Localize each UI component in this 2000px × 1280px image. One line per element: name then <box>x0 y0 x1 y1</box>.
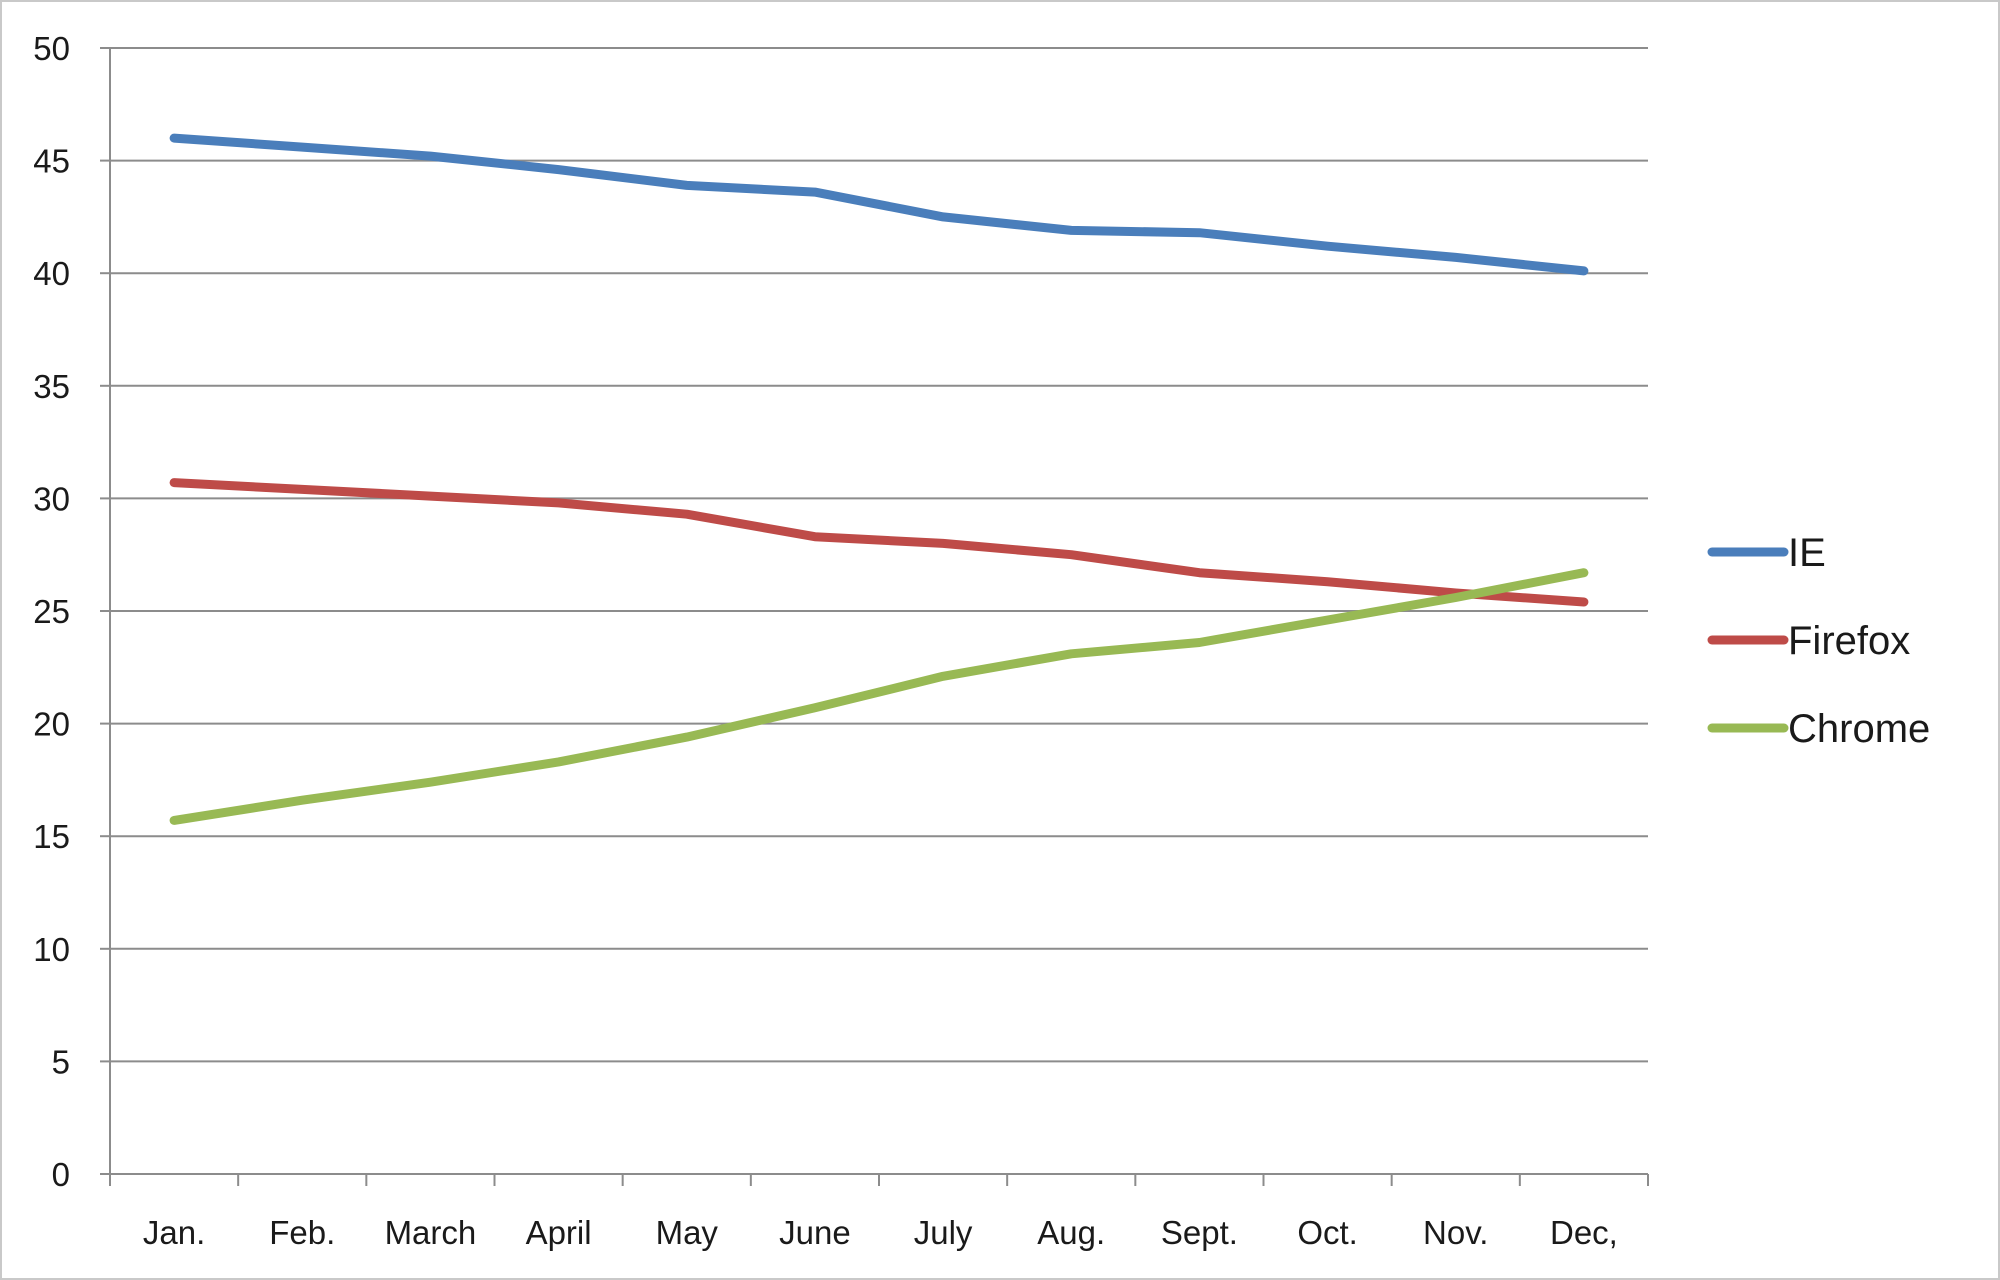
x-tick-label: Sept. <box>1161 1214 1238 1251</box>
legend-label-ie: IE <box>1788 531 1826 575</box>
y-tick-label: 10 <box>33 931 70 968</box>
y-tick-label: 5 <box>52 1043 70 1080</box>
legend-label-chrome: Chrome <box>1788 707 1930 751</box>
y-tick-label: 30 <box>33 480 70 517</box>
x-tick-label: Dec, <box>1550 1214 1618 1251</box>
x-axis-tick-labels: Jan. Feb. March April May June July Aug. Sept. Oc… <box>143 1214 1618 1251</box>
legend: IE Firefox Chrome <box>1707 531 1930 751</box>
y-tick-label: 20 <box>33 706 70 743</box>
series-line-chrome <box>169 568 1589 825</box>
y-tick-label: 40 <box>33 255 70 292</box>
x-tick-label: Aug. <box>1037 1214 1105 1251</box>
y-tick-label: 25 <box>33 593 70 630</box>
x-tick-label: April <box>526 1214 592 1251</box>
y-tick-label: 45 <box>33 143 70 180</box>
x-tick-label: June <box>779 1214 851 1251</box>
series-lines <box>169 133 1589 825</box>
x-tick-label: July <box>914 1214 973 1251</box>
y-tick-label: 50 <box>33 30 70 67</box>
series-line-firefox <box>169 478 1589 607</box>
y-tick-label: 35 <box>33 368 70 405</box>
x-tick-label: May <box>656 1214 719 1251</box>
x-tick-label: March <box>385 1214 477 1251</box>
x-tick-label: Oct. <box>1297 1214 1358 1251</box>
y-axis-tick-labels: 0 5 10 15 20 25 30 35 40 45 50 <box>33 30 70 1193</box>
series-line-ie <box>169 133 1589 276</box>
axes <box>100 47 1649 1186</box>
x-tick-label: Nov. <box>1423 1214 1488 1251</box>
gridlines <box>110 47 1648 1063</box>
legend-label-firefox: Firefox <box>1788 619 1910 663</box>
y-tick-label: 0 <box>52 1156 70 1193</box>
x-tick-label: Jan. <box>143 1214 205 1251</box>
y-tick-label: 15 <box>33 818 70 855</box>
x-tick-label: Feb. <box>269 1214 335 1251</box>
